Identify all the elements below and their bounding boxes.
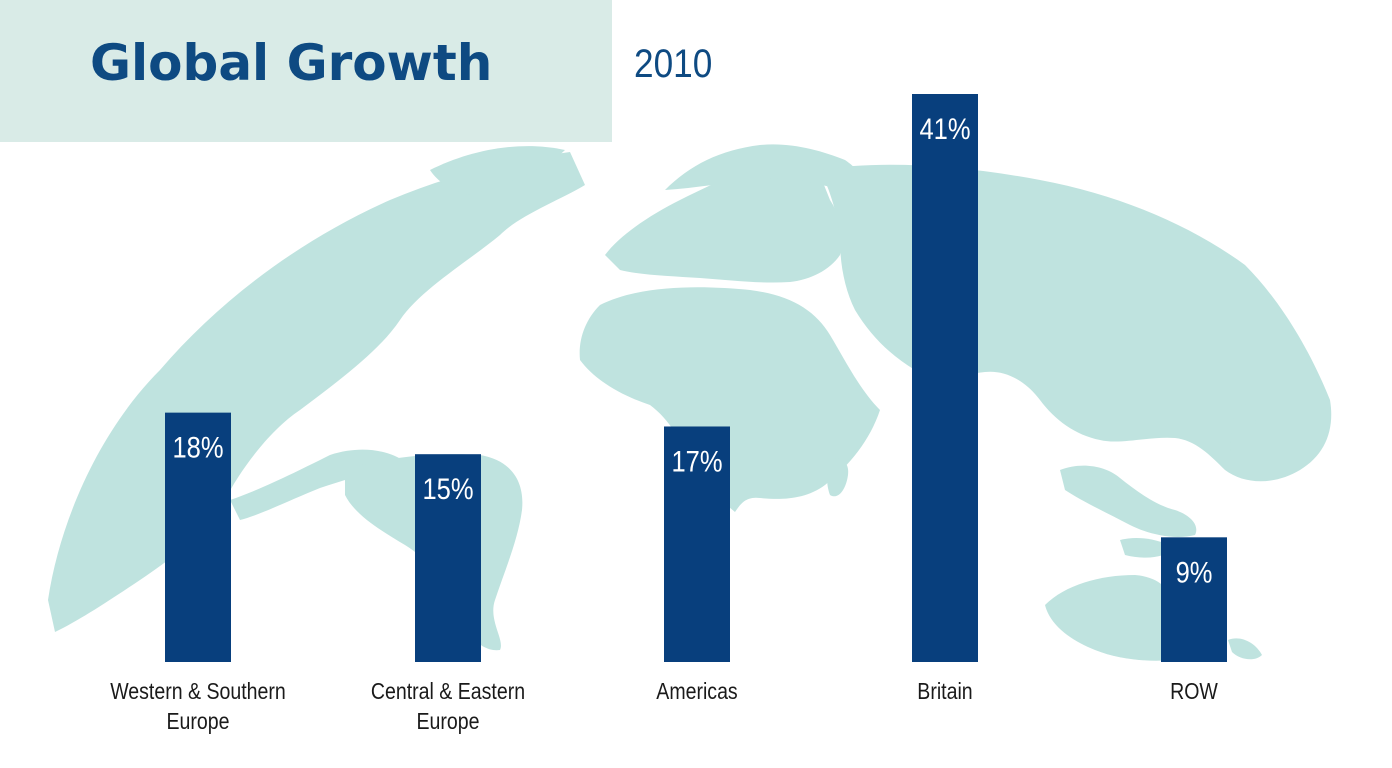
- bar-value-labels: 18% 15% 17% 41% 9%: [172, 112, 1212, 589]
- bar-3: [912, 94, 978, 662]
- title-panel: [0, 0, 612, 142]
- bar-4: [1161, 537, 1227, 662]
- category-labels: Western & Southern Europe Central & Easter…: [110, 679, 1218, 735]
- bar-value-label-1: 15%: [422, 472, 473, 505]
- bar-0: [165, 412, 231, 662]
- bar-2: [664, 426, 730, 662]
- bar-1: [415, 454, 481, 662]
- category-label-0-line-0: Western & Southern: [110, 679, 286, 705]
- category-label-4-line-0: ROW: [1170, 679, 1219, 705]
- category-label-0-line-1: Europe: [167, 709, 230, 735]
- bar-value-label-2: 17%: [671, 445, 722, 478]
- bar-series: [165, 94, 1227, 662]
- bar-value-label-4: 9%: [1176, 555, 1213, 588]
- bar-value-label-3: 41%: [919, 112, 970, 145]
- category-label-1-line-0: Central & Eastern: [371, 679, 525, 705]
- category-label-2-line-0: Americas: [656, 679, 737, 705]
- chart-title: Global Growth: [90, 34, 493, 92]
- chart-subtitle: 2010: [634, 42, 713, 86]
- bar-value-label-0: 18%: [172, 431, 223, 464]
- category-label-3-line-0: Britain: [917, 679, 972, 705]
- category-label-1-line-1: Europe: [417, 709, 480, 735]
